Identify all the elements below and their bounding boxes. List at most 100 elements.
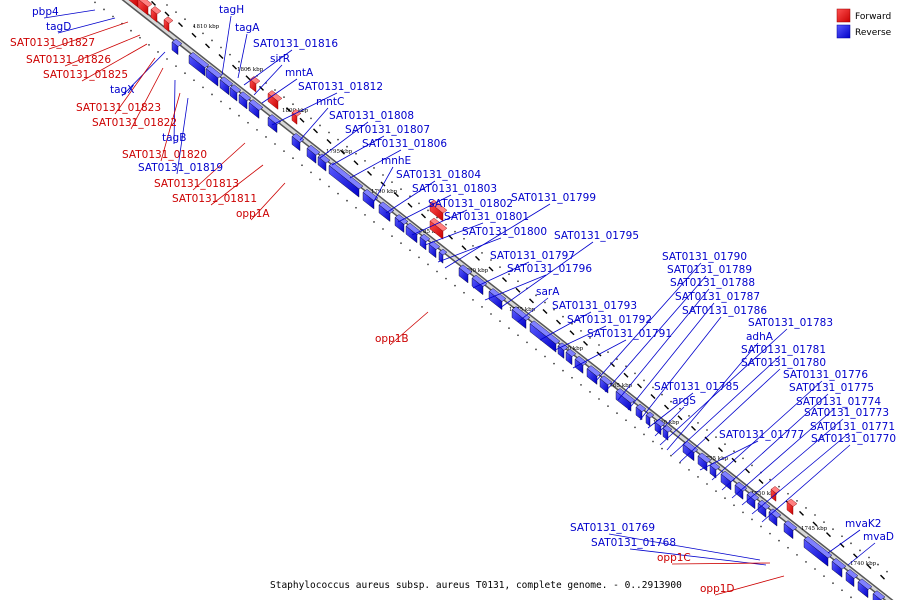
gene-label-sat0131_01799[interactable]: SAT0131_01799: [511, 192, 596, 204]
track-dot: [850, 542, 852, 545]
gene-label-sat0131_01791[interactable]: SAT0131_01791: [587, 328, 672, 340]
gene-label-sat0131_01785[interactable]: SAT0131_01785: [654, 381, 739, 393]
gene-label-sat0131_01786[interactable]: SAT0131_01786: [682, 305, 767, 317]
gene-label-opp1a[interactable]: opp1A: [236, 208, 270, 220]
gene-label-sat0131_01812[interactable]: SAT0131_01812: [298, 81, 383, 93]
gene-label-sat0131_01796[interactable]: SAT0131_01796: [507, 263, 592, 275]
gene-label-taga[interactable]: tagA: [235, 22, 260, 34]
gene-label-tagx[interactable]: tagX: [110, 84, 134, 96]
leader-line: [679, 368, 781, 463]
track-dot: [310, 171, 312, 174]
leader-line: [741, 418, 844, 506]
gene-label-mvak2[interactable]: mvaK2: [845, 518, 881, 530]
gene-label-sat0131_01790[interactable]: SAT0131_01790: [662, 251, 747, 263]
gene-label-sat0131_01776[interactable]: SAT0131_01776: [783, 369, 868, 381]
gene-label-opp1d[interactable]: opp1D: [700, 583, 735, 595]
gene-label-tagh[interactable]: tagH: [219, 4, 244, 16]
track-dot: [652, 440, 654, 443]
leader-line: [711, 380, 823, 481]
gene-label-opp1b[interactable]: opp1B: [375, 333, 409, 345]
gene-label-sat0131_01777[interactable]: SAT0131_01777: [719, 429, 804, 441]
scale-tick: [394, 192, 399, 198]
gene-label-sat0131_01793[interactable]: SAT0131_01793: [552, 300, 637, 312]
gene-label-sat0131_01811[interactable]: SAT0131_01811: [172, 193, 257, 205]
gene-label-sat0131_01797[interactable]: SAT0131_01797: [490, 250, 575, 262]
reverse-gene-glyph: [205, 68, 219, 87]
track-dot: [274, 89, 276, 91]
gene-label-mnhe[interactable]: mnhE: [381, 155, 411, 167]
gene-label-sat0131_01770[interactable]: SAT0131_01770: [811, 433, 896, 445]
scale-label: 1745 kbp: [801, 526, 828, 532]
gene-label-args[interactable]: argS: [672, 395, 696, 407]
track-dot: [751, 518, 753, 521]
track-dot: [652, 386, 654, 389]
track-dot: [193, 79, 195, 82]
gene-label-sat0131_01819[interactable]: SAT0131_01819: [138, 162, 223, 174]
gene-label-sat0131_01801[interactable]: SAT0131_01801: [444, 211, 529, 223]
gene-label-sat0131_01813[interactable]: SAT0131_01813: [154, 178, 239, 190]
leader-line: [714, 575, 785, 596]
scale-label: 1785 kbp: [416, 229, 443, 235]
gene-label-sat0131_01789[interactable]: SAT0131_01789: [667, 264, 752, 276]
gene-label-pbp4[interactable]: pbp4: [32, 6, 59, 18]
gene-label-sat0131_01795[interactable]: SAT0131_01795: [554, 230, 639, 242]
gene-label-sat0131_01804[interactable]: SAT0131_01804: [396, 169, 481, 181]
track-dot: [634, 372, 636, 375]
leader-line: [751, 432, 850, 515]
gene-label-tagd[interactable]: tagD: [46, 21, 71, 33]
scale-tick: [542, 309, 548, 315]
gene-label-mvad[interactable]: mvaD: [863, 531, 894, 543]
gene-label-sat0131_01774[interactable]: SAT0131_01774: [796, 396, 881, 408]
gene-label-sat0131_01825[interactable]: SAT0131_01825: [43, 69, 128, 81]
track-dot: [157, 51, 159, 53]
gene-label-sat0131_01781[interactable]: SAT0131_01781: [741, 344, 826, 356]
gene-label-sat0131_01806[interactable]: SAT0131_01806: [362, 138, 447, 150]
track-dot: [679, 407, 681, 410]
gene-label-opp1c[interactable]: opp1C: [657, 552, 691, 564]
leader-line: [261, 78, 298, 104]
gene-label-sat0131_01807[interactable]: SAT0131_01807: [345, 124, 430, 136]
gene-label-sara[interactable]: sarA: [536, 286, 560, 298]
track-dot: [508, 327, 510, 330]
track-dot: [283, 150, 285, 153]
leader-line: [319, 121, 369, 159]
gene-label-sat0131_01771[interactable]: SAT0131_01771: [810, 421, 895, 433]
gene-label-sat0131_01827[interactable]: SAT0131_01827: [10, 37, 95, 49]
gene-label-mntc[interactable]: mntC: [316, 96, 344, 108]
gene-label-sat0131_01780[interactable]: SAT0131_01780: [741, 357, 826, 369]
gene-label-sat0131_01803[interactable]: SAT0131_01803: [412, 183, 497, 195]
gene-label-sat0131_01802[interactable]: SAT0131_01802: [428, 198, 513, 210]
track-dot: [670, 454, 672, 457]
gene-label-sirr[interactable]: sirR: [270, 53, 290, 65]
track-dot: [796, 553, 798, 556]
gene-label-sat0131_01769[interactable]: SAT0131_01769: [570, 522, 655, 534]
reverse-gene-glyph: [458, 267, 469, 284]
gene-label-sat0131_01800[interactable]: SAT0131_01800: [462, 226, 547, 238]
leader-line: [671, 562, 771, 565]
gene-label-sat0131_01773[interactable]: SAT0131_01773: [804, 407, 889, 419]
track-dot: [175, 65, 177, 68]
gene-label-sat0131_01823[interactable]: SAT0131_01823: [76, 102, 161, 114]
track-dot: [472, 298, 474, 301]
gene-label-sat0131_01808[interactable]: SAT0131_01808: [329, 110, 414, 122]
gene-label-sat0131_01820[interactable]: SAT0131_01820: [122, 149, 207, 161]
gene-label-sat0131_01822[interactable]: SAT0131_01822: [92, 117, 177, 129]
gene-label-sat0131_01787[interactable]: SAT0131_01787: [675, 291, 760, 303]
gene-label-sat0131_01768[interactable]: SAT0131_01768: [591, 537, 676, 549]
track-dot: [715, 490, 717, 492]
scale-tick: [245, 75, 251, 81]
gene-label-tagb[interactable]: tagB: [162, 132, 186, 144]
gene-label-sat0131_01783[interactable]: SAT0131_01783: [748, 317, 833, 329]
gene-label-mnta[interactable]: mntA: [285, 67, 314, 79]
track-dot: [553, 308, 555, 311]
gene-label-sat0131_01792[interactable]: SAT0131_01792: [567, 314, 652, 326]
gene-label-sat0131_01775[interactable]: SAT0131_01775: [789, 382, 874, 394]
leader-line: [608, 533, 761, 561]
gene-label-sat0131_01788[interactable]: SAT0131_01788: [670, 277, 755, 289]
leader-line: [210, 164, 264, 206]
gene-label-sat0131_01826[interactable]: SAT0131_01826: [26, 54, 111, 66]
gene-label-sat0131_01816[interactable]: SAT0131_01816: [253, 38, 338, 50]
forward-gene-glyph: [770, 488, 777, 502]
reverse-gene-glyph: [238, 94, 248, 110]
gene-label-adha[interactable]: adhA: [746, 331, 774, 343]
